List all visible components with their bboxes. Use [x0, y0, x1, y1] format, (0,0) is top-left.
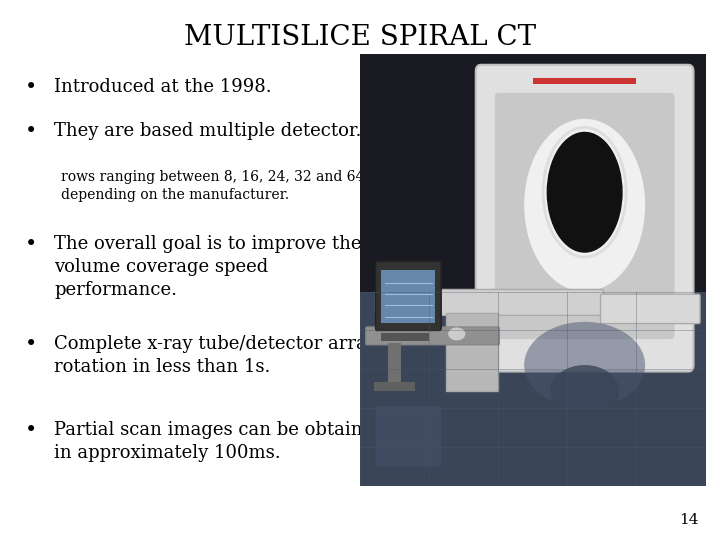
- Text: Partial scan images can be obtained
in approximately 100ms.: Partial scan images can be obtained in a…: [54, 421, 384, 462]
- Ellipse shape: [524, 322, 645, 408]
- Text: Introduced at the 1998.: Introduced at the 1998.: [54, 78, 271, 96]
- Ellipse shape: [524, 119, 645, 292]
- Text: •: •: [25, 335, 37, 354]
- Bar: [360, 292, 706, 486]
- FancyBboxPatch shape: [600, 294, 700, 323]
- FancyBboxPatch shape: [366, 327, 499, 345]
- Bar: [360, 54, 706, 292]
- FancyBboxPatch shape: [376, 289, 603, 315]
- Text: Complete x-ray tube/detector array
rotation in less than 1s.: Complete x-ray tube/detector array rotat…: [54, 335, 377, 376]
- Text: •: •: [25, 122, 37, 140]
- Text: •: •: [25, 235, 37, 254]
- Ellipse shape: [550, 365, 619, 417]
- Bar: [387, 343, 402, 391]
- Text: 14: 14: [679, 512, 698, 526]
- Text: •: •: [25, 78, 37, 97]
- Text: MULTISLICE SPIRAL CT: MULTISLICE SPIRAL CT: [184, 24, 536, 51]
- Bar: [382, 270, 435, 323]
- Text: The overall goal is to improve the
volume coverage speed
performance.: The overall goal is to improve the volum…: [54, 235, 361, 299]
- Ellipse shape: [448, 327, 465, 340]
- Ellipse shape: [546, 132, 623, 253]
- Text: They are based multiple detector.: They are based multiple detector.: [54, 122, 361, 139]
- Bar: [374, 382, 415, 391]
- Text: rows ranging between 8, 16, 24, 32 and 64
depending on the manufacturer.: rows ranging between 8, 16, 24, 32 and 6…: [61, 170, 364, 202]
- Bar: [446, 313, 498, 391]
- Text: •: •: [25, 421, 37, 440]
- FancyBboxPatch shape: [376, 406, 441, 467]
- FancyBboxPatch shape: [376, 261, 441, 330]
- Bar: [533, 78, 636, 84]
- FancyBboxPatch shape: [495, 93, 675, 339]
- FancyBboxPatch shape: [476, 65, 693, 372]
- Bar: [381, 333, 429, 341]
